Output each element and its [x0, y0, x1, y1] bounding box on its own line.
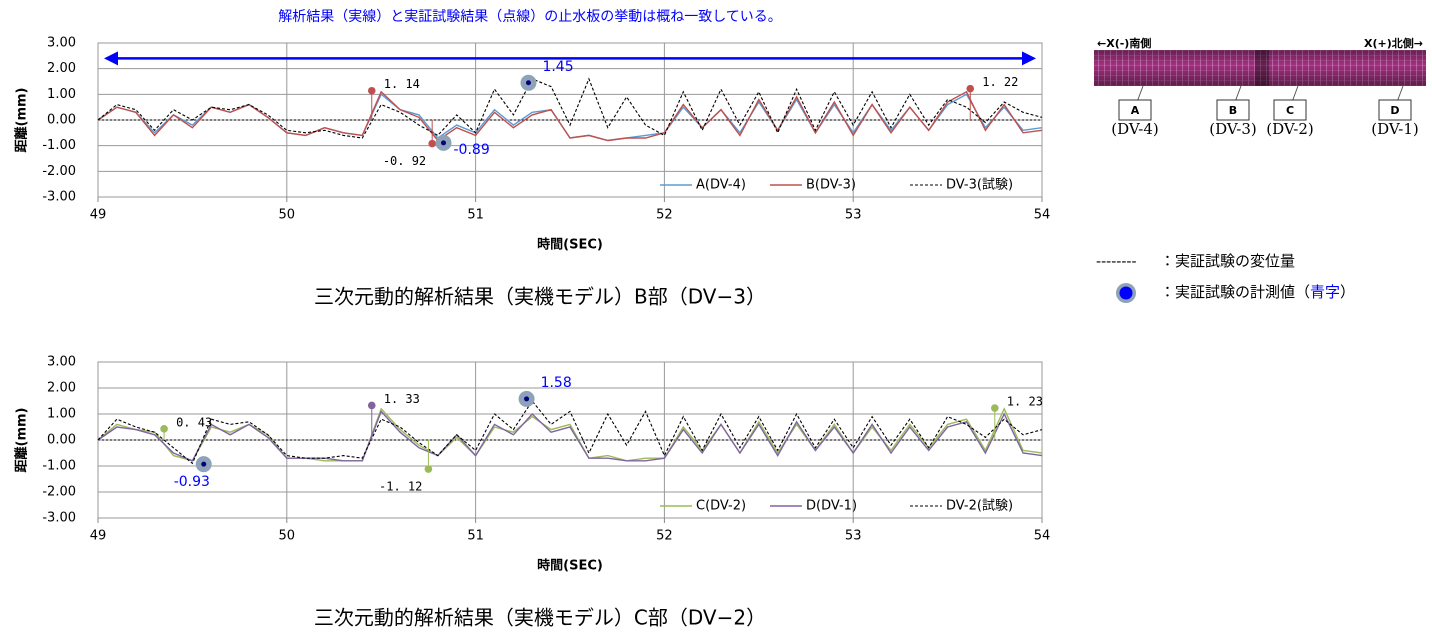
legend-label: DV-2(試験) — [946, 499, 1013, 514]
header-note: 解析結果（実線）と実証試験結果（点線）の止水板の挙動は概ね一致している。 — [278, 9, 782, 25]
annotation-label: -0.89 — [454, 142, 490, 158]
page: 解析結果（実線）と実証試験結果（点線）の止水板の挙動は概ね一致している。 ←X(… — [0, 0, 1432, 636]
annotation-label: 1.45 — [542, 59, 573, 75]
diagram-joint — [1255, 50, 1269, 86]
y-tick-label: 3.00 — [47, 36, 76, 51]
legend-note-dash: -------- — [1096, 252, 1137, 270]
y-tick-label: 1.00 — [47, 87, 76, 102]
annotation-point — [368, 402, 376, 410]
callout-letter: D — [1390, 104, 1399, 117]
callout-letter: C — [1286, 104, 1294, 117]
annotation-label: -1. 12 — [379, 480, 422, 494]
callout-letter: A — [1131, 104, 1140, 117]
x-tick-label: 51 — [467, 208, 484, 223]
callout-label: (DV-4) — [1111, 120, 1159, 138]
annotation-label: 1. 14 — [384, 77, 420, 91]
legend-label: D(DV-1) — [806, 499, 857, 514]
x-axis-title: 時間(SEC) — [537, 237, 603, 253]
annotation-point — [425, 465, 433, 473]
annotation-label: 1.58 — [541, 375, 572, 391]
x-tick-label: 53 — [845, 529, 862, 544]
legend-note-text: ） — [1340, 283, 1355, 301]
annotation-point — [160, 425, 168, 433]
x-axis-title: 時間(SEC) — [537, 558, 603, 574]
x-tick-label: 52 — [656, 529, 673, 544]
y-axis-title: 距離(mm) — [14, 408, 30, 473]
y-tick-label: 0.00 — [47, 113, 76, 128]
y-tick-label: 2.00 — [47, 61, 76, 76]
legend-note-text: ：実証試験の計測値（ — [1160, 283, 1310, 301]
annotation-label: 1. 23 — [1007, 395, 1043, 409]
annotation-label: 1. 22 — [982, 75, 1018, 89]
annotation-label: 1. 33 — [384, 392, 420, 406]
chart-caption: 三次元動的解析結果（実機モデル）B部（DV−3） — [314, 285, 766, 309]
legend-note-marker-text: ：実証試験の計測値（青字） — [1160, 283, 1355, 301]
legend-label: B(DV-3) — [806, 178, 856, 193]
diagram-left-label: ←X(-)南側 — [1097, 36, 1151, 50]
chart: 3.00 2.00 1.00 0.00 -1.00 -2.00 -3.00 49 50 51 52 5… — [14, 355, 1051, 630]
y-tick-label: 1.00 — [47, 407, 76, 422]
x-tick-label: 50 — [279, 529, 296, 544]
callout-label: (DV-2) — [1266, 120, 1314, 138]
legend-note-marker — [1120, 287, 1133, 300]
chart: 3.00 2.00 1.00 0.00 -1.00 -2.00 -3.00 49 50 51 52 5… — [14, 36, 1051, 309]
legend-label: A(DV-4) — [696, 178, 746, 193]
annotation-point — [441, 140, 446, 145]
chart-caption: 三次元動的解析結果（実機モデル）C部（DV−2） — [314, 606, 766, 630]
y-tick-label: 0.00 — [47, 433, 76, 448]
annotation-point — [368, 87, 376, 95]
y-tick-label: -3.00 — [42, 511, 76, 526]
annotation-label: -0.93 — [174, 474, 210, 490]
legend-label: C(DV-2) — [696, 499, 746, 514]
callout-label: (DV-1) — [1371, 120, 1419, 138]
callout-label: (DV-3) — [1209, 120, 1257, 138]
annotation-point — [991, 404, 999, 412]
x-tick-label: 54 — [1034, 208, 1051, 223]
annotation-point — [966, 85, 974, 93]
y-axis-title: 距離(mm) — [14, 88, 30, 153]
annotation-point — [526, 80, 531, 85]
legend-label: DV-3(試験) — [946, 178, 1013, 193]
annotation-point — [524, 396, 529, 401]
annotation-point — [428, 140, 436, 148]
y-tick-label: -1.00 — [42, 138, 76, 153]
x-tick-label: 49 — [90, 208, 107, 223]
y-tick-label: -2.00 — [42, 485, 76, 500]
y-tick-label: 3.00 — [47, 355, 76, 370]
y-tick-label: -2.00 — [42, 164, 76, 179]
x-tick-label: 54 — [1034, 529, 1051, 544]
y-tick-label: 2.00 — [47, 381, 76, 396]
x-tick-label: 53 — [845, 208, 862, 223]
x-tick-label: 50 — [279, 208, 296, 223]
annotation-point — [201, 462, 206, 467]
diagram-right-label: X(+)北側→ — [1364, 36, 1423, 50]
x-tick-label: 49 — [90, 529, 107, 544]
annotation-label: 0. 43 — [176, 415, 212, 429]
legend-note-dash-text: ：実証試験の変位量 — [1160, 252, 1295, 270]
callout-letter: B — [1229, 104, 1237, 117]
x-tick-label: 51 — [467, 529, 484, 544]
y-tick-label: -1.00 — [42, 459, 76, 474]
y-tick-label: -3.00 — [42, 190, 76, 205]
x-tick-label: 52 — [656, 208, 673, 223]
annotation-label: -0. 92 — [383, 154, 426, 168]
legend-note-blue: 青字 — [1310, 283, 1340, 301]
